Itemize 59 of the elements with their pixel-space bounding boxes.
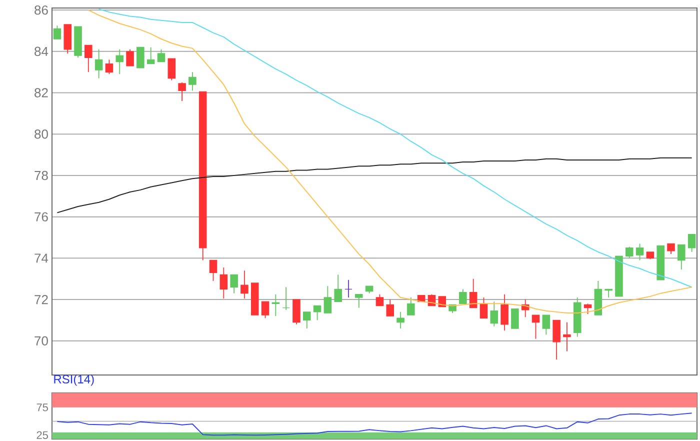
candlestick (230, 274, 238, 294)
y-tick-label: 70 (34, 336, 48, 346)
candlestick (178, 82, 186, 102)
candlestick (302, 311, 311, 329)
y-tick-label: 84 (34, 46, 48, 56)
candlestick (220, 267, 228, 299)
candlestick (678, 244, 686, 270)
candlestick (292, 299, 300, 325)
candlestick (105, 59, 114, 75)
y-tick-label: 76 (34, 212, 48, 222)
candlestick (261, 301, 270, 319)
candlestick (480, 297, 488, 319)
y-tick-label: 74 (34, 254, 48, 263)
candlestick (116, 48, 124, 75)
candlestick (636, 243, 644, 261)
candlestick (459, 288, 467, 304)
y-tick-label: 75 (36, 404, 48, 412)
candlestick (136, 46, 144, 68)
y-tick-label: 80 (34, 130, 48, 139)
y-tick-label: 72 (34, 294, 48, 304)
candlestick (500, 294, 508, 331)
y-tick-label: 86 (34, 5, 48, 15)
candlestick (209, 260, 218, 282)
candlestick (282, 286, 290, 310)
candlestick (604, 288, 612, 298)
candlestick (438, 296, 446, 308)
y-tick-label: 82 (34, 88, 48, 98)
y-tick-label: 78 (34, 170, 48, 180)
candlestick (355, 294, 363, 308)
candlestick (563, 322, 571, 352)
candlestick (240, 270, 248, 299)
candlestick (532, 314, 540, 340)
candlestick (94, 48, 103, 79)
candlestick (584, 303, 592, 314)
chart-title: RSI(14) (54, 374, 94, 386)
candlestick (667, 243, 675, 254)
candlestick (84, 44, 92, 73)
candlestick (313, 305, 322, 321)
candlestick (511, 308, 519, 329)
candlestick (407, 297, 415, 316)
candlestick (542, 314, 550, 336)
candlestick (334, 274, 342, 302)
y-tick-label: 25 (36, 431, 48, 440)
candlestick (157, 48, 166, 62)
candlestick (344, 279, 352, 298)
candlestick (324, 286, 332, 314)
candlestick (626, 246, 634, 259)
candlestick (376, 294, 384, 306)
candlestick (188, 72, 196, 92)
candlestick (688, 234, 696, 252)
candlestick (396, 311, 404, 329)
candlestick (469, 278, 478, 308)
candlestick (490, 301, 498, 327)
candlestick (126, 48, 134, 66)
candlestick (146, 46, 155, 64)
candlestick (168, 58, 176, 81)
candlestick (552, 320, 560, 360)
candlestick (386, 299, 394, 317)
candlestick (53, 25, 62, 40)
